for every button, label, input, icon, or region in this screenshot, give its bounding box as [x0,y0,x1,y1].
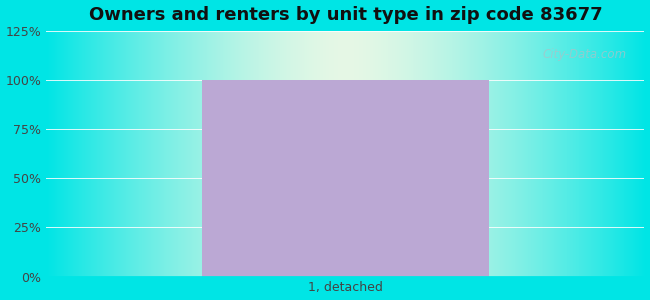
Bar [202,80,489,277]
Title: Owners and renters by unit type in zip code 83677: Owners and renters by unit type in zip c… [88,6,602,24]
Text: City-Data.com: City-Data.com [542,48,627,61]
